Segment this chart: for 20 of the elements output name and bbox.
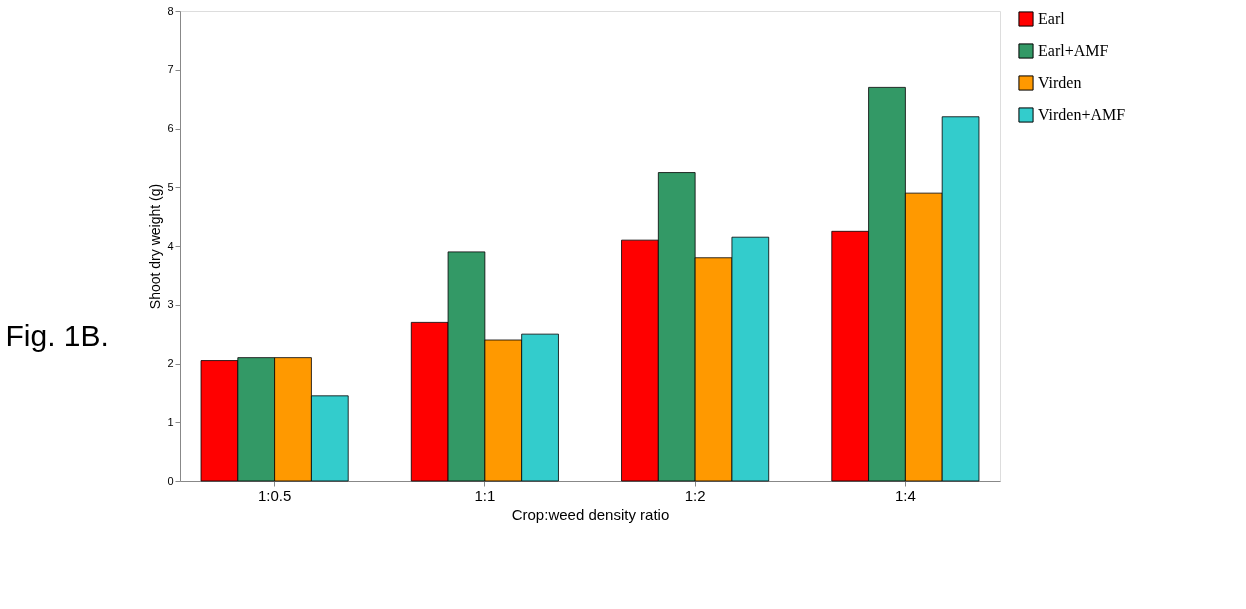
- y-tick-label: 6: [167, 122, 174, 134]
- text: Fig. 1B.: [5, 319, 109, 352]
- x-tick-label: 1:2: [684, 486, 706, 504]
- y-tick-label: 0: [167, 474, 174, 487]
- x-tick-label: 1:1: [474, 486, 496, 504]
- y-tick-label: 4: [167, 239, 174, 252]
- y-axis-title: Shoot dry weight (g): [147, 183, 164, 310]
- legend-label: Virden: [1038, 74, 1082, 91]
- y-tick-label: 1: [167, 415, 174, 428]
- y-tick-label: 8: [167, 4, 174, 17]
- x-tick-label: 1:4: [894, 486, 916, 504]
- y-tick-label: 2: [167, 357, 174, 369]
- y-tick-label: 5: [167, 180, 174, 193]
- y-tick-label: 3: [167, 298, 174, 311]
- x-tick-label: 1:0.5: [257, 486, 292, 504]
- y-tick-label: 7: [167, 63, 174, 76]
- legend-label: Earl+AMF: [1038, 42, 1109, 59]
- legend-label: Virden+AMF: [1038, 106, 1126, 123]
- x-axis-title: Crop:weed density ratio: [511, 505, 670, 523]
- legend-label: Earl: [1038, 10, 1066, 27]
